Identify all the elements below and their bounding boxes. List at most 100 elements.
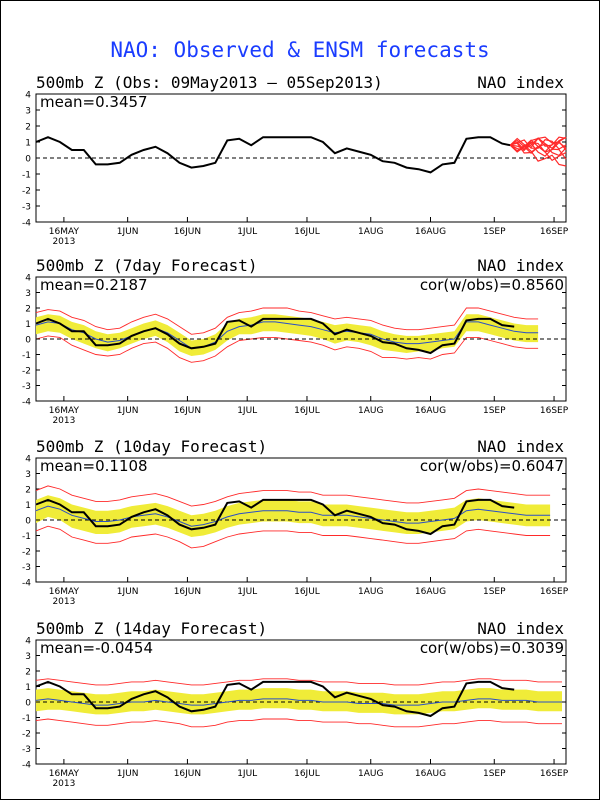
y-tick-label: 2 <box>25 123 31 133</box>
mean-label: mean=0.3457 <box>40 93 148 111</box>
x-year-label: 2013 <box>52 779 75 789</box>
chart-main-title: NAO: Observed & ENSM forecasts <box>110 38 490 62</box>
y-tick-label: 1 <box>25 320 31 330</box>
spread-band <box>36 495 551 537</box>
x-tick-label: 1JUN <box>117 769 139 779</box>
y-tick-label: -2 <box>22 367 31 377</box>
y-tick-label: 0 <box>25 517 31 527</box>
y-tick-label: 0 <box>25 155 31 165</box>
x-tick-label: 1SEP <box>483 587 506 597</box>
panel-10day: 500mb Z (10day Forecast) NAO index 4 3 2 1 0… <box>0 436 600 606</box>
x-tick-label: 1SEP <box>483 227 506 237</box>
series-line-members-max <box>35 678 562 686</box>
series-line-members-min <box>35 718 562 728</box>
x-tick-label: 1AUG <box>358 406 383 416</box>
x-tick-label: 16AUG <box>415 406 446 416</box>
panel-ylabel: NAO index <box>477 619 564 638</box>
x-tick-label: 16JUL <box>294 227 320 237</box>
panel-title: 500mb Z (Obs: 09May2013 – 05Sep2013) <box>36 73 383 92</box>
y-tick-label: 2 <box>25 305 31 315</box>
plot-observed: 4 3 2 1 0 -1 -2 -3 -4 16MAY 1JUN 16JUN 1JUL 16JUL 1AUG… <box>22 91 569 248</box>
y-tick-label: -2 <box>22 730 31 740</box>
x-tick-label: 16JUL <box>294 587 320 597</box>
correlation-label: cor(w/obs)=0.6047 <box>420 457 564 475</box>
x-tick-label: 1JUL <box>237 227 257 237</box>
panel-title: 500mb Z (10day Forecast) <box>36 437 268 456</box>
x-tick-label: 16JUN <box>174 587 201 597</box>
y-tick-label: 4 <box>25 91 31 101</box>
x-tick-label: 1JUL <box>237 406 257 416</box>
y-tick-label: -4 <box>22 398 31 408</box>
mean-label: mean=0.2187 <box>40 276 148 294</box>
y-tick-label: -3 <box>22 203 31 213</box>
y-tick-label: 3 <box>25 289 31 299</box>
y-tick-label: 3 <box>25 107 31 117</box>
panel-ylabel: NAO index <box>477 437 564 456</box>
x-tick-label: 1JUL <box>237 769 257 779</box>
y-tick-label: -4 <box>22 761 31 771</box>
x-tick-label: 16AUG <box>415 587 446 597</box>
panel-ylabel: NAO index <box>477 73 564 92</box>
series-line-ensemble-mean <box>35 505 551 527</box>
x-tick-label: 1AUG <box>358 227 383 237</box>
y-tick-label: -1 <box>22 714 31 724</box>
y-tick-label: 1 <box>25 683 31 693</box>
y-tick-label: -4 <box>22 219 31 229</box>
y-tick-label: -1 <box>22 532 31 542</box>
x-tick-label: 16MAY <box>49 769 80 779</box>
x-tick-label: 16SEP <box>540 769 569 779</box>
y-tick-label: 3 <box>25 470 31 480</box>
forecast-member-line <box>509 142 567 160</box>
x-tick-label: 1JUN <box>117 587 139 597</box>
series-line-observed <box>35 680 515 718</box>
y-tick-label: -3 <box>22 563 31 573</box>
y-tick-label: 4 <box>25 637 31 647</box>
y-tick-label: -2 <box>22 187 31 197</box>
x-tick-label: 16SEP <box>540 406 569 416</box>
x-tick-label: 16JUL <box>294 769 320 779</box>
x-tick-label: 1JUN <box>117 406 139 416</box>
x-tick-label: 16JUN <box>174 769 201 779</box>
series-line-members-max <box>35 485 551 507</box>
x-year-label: 2013 <box>52 597 75 606</box>
x-tick-label: 16MAY <box>49 227 80 237</box>
y-tick-label: -2 <box>22 548 31 558</box>
x-tick-label: 16JUL <box>294 406 320 416</box>
y-tick-label: -3 <box>22 745 31 755</box>
spread-band <box>36 688 562 715</box>
y-tick-label: -3 <box>22 382 31 392</box>
correlation-label: cor(w/obs)=0.3039 <box>420 639 564 657</box>
plot-7day: 4 3 2 1 0 -1 -2 -3 -4 16MAY 1JUN 16JUN 1JUL 16JUL 1AUG… <box>22 274 569 426</box>
y-tick-label: -1 <box>22 171 31 181</box>
x-tick-label: 1JUL <box>237 587 257 597</box>
forecast-member-line <box>509 139 567 153</box>
x-tick-label: 16MAY <box>49 406 80 416</box>
x-tick-label: 16SEP <box>540 227 569 237</box>
series-line-members-max <box>35 307 539 335</box>
series-line-members-min <box>35 525 551 549</box>
x-tick-label: 1SEP <box>483 769 506 779</box>
correlation-label: cor(w/obs)=0.8560 <box>420 276 564 294</box>
series-line-observed <box>35 136 511 174</box>
x-tick-label: 1AUG <box>358 587 383 597</box>
y-tick-label: 0 <box>25 336 31 346</box>
y-tick-label: 3 <box>25 652 31 662</box>
series-line-members-min <box>35 335 539 363</box>
x-tick-label: 1SEP <box>483 406 506 416</box>
y-tick-label: -4 <box>22 579 31 589</box>
y-tick-label: 1 <box>25 501 31 511</box>
x-tick-label: 16JUN <box>174 227 201 237</box>
x-tick-label: 1JUN <box>117 227 139 237</box>
x-tick-label: 16AUG <box>415 769 446 779</box>
y-tick-label: 1 <box>25 139 31 149</box>
y-tick-label: 2 <box>25 486 31 496</box>
panel-ylabel: NAO index <box>477 256 564 275</box>
panel-title: 500mb Z (14day Forecast) <box>36 619 268 638</box>
mean-label: mean=0.1108 <box>40 457 148 475</box>
x-tick-label: 16SEP <box>540 587 569 597</box>
x-tick-label: 16MAY <box>49 587 80 597</box>
x-year-label: 2013 <box>52 237 75 247</box>
y-tick-label: 4 <box>25 455 31 465</box>
panel-observed: 500mb Z (Obs: 09May2013 – 05Sep2013) NAO… <box>0 72 600 252</box>
spread-band <box>36 314 539 356</box>
